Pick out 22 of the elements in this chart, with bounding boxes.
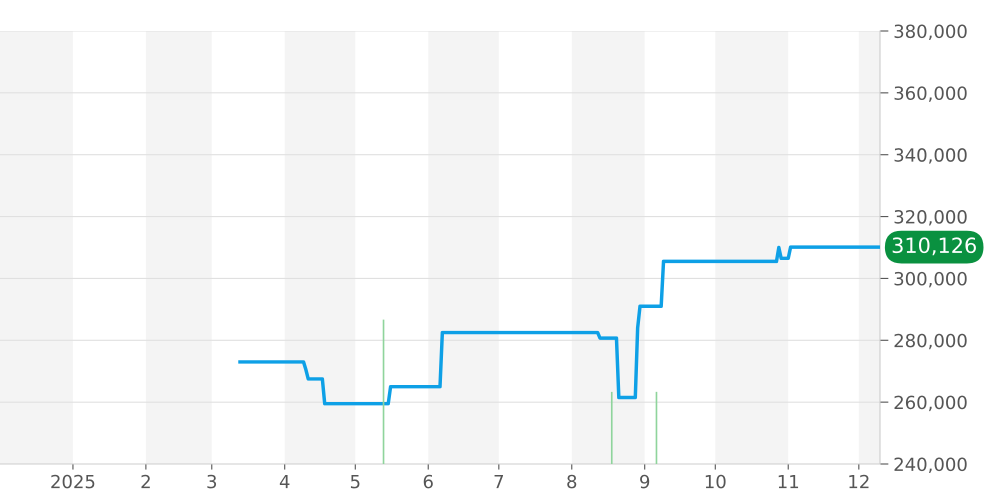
- x-tick-label: 4: [280, 474, 290, 488]
- x-tick-label: 2: [141, 474, 150, 488]
- x-tick-label: 7: [494, 474, 504, 488]
- y-tick-label: 300,000: [894, 272, 967, 288]
- x-tick-label: 11: [778, 474, 798, 488]
- y-tick-label: 240,000: [894, 457, 967, 473]
- x-tick-label: 9: [640, 474, 650, 488]
- y-tick-label: 320,000: [894, 210, 967, 226]
- x-tick-label: 3: [207, 474, 216, 488]
- y-tick-label: 360,000: [894, 86, 967, 102]
- x-tick-label: 12: [849, 474, 869, 488]
- annotation: 310,126: [892, 237, 976, 256]
- y-tick-label: 380,000: [894, 24, 967, 40]
- x-tick-label: 5: [350, 474, 360, 488]
- x-tick-label: 6: [424, 474, 433, 488]
- x-tick-label: 10: [706, 474, 726, 488]
- x-tick-label: 8: [567, 474, 576, 488]
- y-tick-label: 260,000: [894, 396, 967, 412]
- line-series: [238, 245, 880, 406]
- y-tick-label: 280,000: [894, 334, 967, 350]
- y-tick-label: 340,000: [894, 148, 967, 164]
- x-tick-label: 2025: [51, 474, 94, 488]
